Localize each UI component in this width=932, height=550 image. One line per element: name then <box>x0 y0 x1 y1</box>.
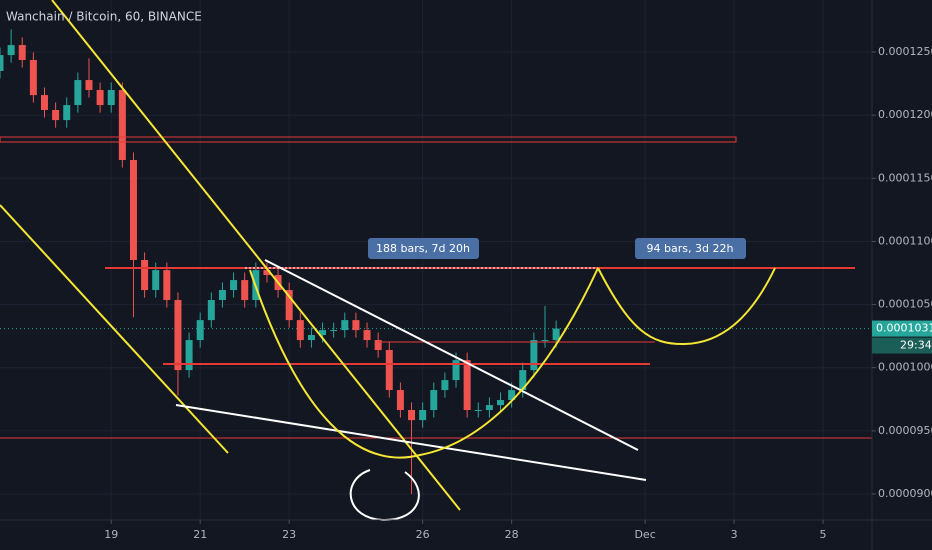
candle-body <box>541 340 549 342</box>
candle-body <box>74 80 82 106</box>
candle-body <box>385 350 393 391</box>
candle-body <box>29 59 37 96</box>
candle-body <box>485 405 493 411</box>
candle-body <box>118 90 126 160</box>
y-tick-label: 0.0001150 <box>878 171 932 184</box>
y-tick-label: 0.0001050 <box>878 298 932 311</box>
candle-body <box>363 330 371 341</box>
candle-body <box>40 95 48 110</box>
last-price-label: 0.0001031 <box>876 322 932 335</box>
candle-body <box>96 90 104 106</box>
candle-body <box>263 270 271 276</box>
countdown-box <box>872 337 932 354</box>
x-tick-label: 26 <box>416 528 430 541</box>
note-box <box>368 238 479 259</box>
y-tick-label: 0.0001100 <box>878 234 932 247</box>
candle-body <box>63 105 71 121</box>
cup-curve <box>249 267 599 459</box>
candle-body <box>352 320 360 331</box>
chart-title: Wanchain / Bitcoin, 60, BINANCE <box>6 10 202 24</box>
candle-body <box>129 159 137 260</box>
candle-body <box>497 400 505 406</box>
candle-body <box>163 270 171 301</box>
y-tick-label: 0.0001000 <box>878 361 932 374</box>
candle-body <box>174 300 182 371</box>
y-tick-label: 0.0001200 <box>878 108 932 121</box>
candle-body <box>207 300 215 321</box>
candle-body <box>319 330 327 336</box>
candle-body <box>552 328 560 341</box>
candle-body <box>7 45 15 56</box>
countdown-label: 29:34 <box>900 339 932 352</box>
note: 94 bars, 3d 22h <box>647 242 734 255</box>
candle-body <box>107 90 115 106</box>
y-tick-label: 0.0000950 <box>878 424 932 437</box>
candle-body <box>441 380 449 391</box>
x-tick-label: 21 <box>193 528 207 541</box>
candle-body <box>474 410 482 412</box>
x-tick-label: 5 <box>820 528 827 541</box>
candle-body <box>430 390 438 411</box>
x-tick-label: Dec <box>634 528 655 541</box>
resistance-box <box>0 136 737 143</box>
candle-body <box>0 55 4 71</box>
axes: 0.0000900 0.0000950 0.0001000 0.0001050 0.00… <box>104 45 932 541</box>
candle-body <box>452 360 460 381</box>
candle-body <box>196 320 204 341</box>
candle-body <box>218 290 226 301</box>
candle-body <box>307 335 315 341</box>
candle-body <box>408 410 416 421</box>
note: 188 bars, 7d 20h <box>376 242 470 255</box>
y-tick-label: 0.0001250 <box>878 45 932 58</box>
wedge-line <box>264 259 639 451</box>
candle-body <box>530 340 538 371</box>
x-tick-label: 28 <box>505 528 519 541</box>
candle-body <box>18 45 26 60</box>
x-tick-label: 23 <box>282 528 296 541</box>
last-price-box <box>872 320 932 337</box>
x-tick-label: 19 <box>104 528 118 541</box>
candle-body <box>519 370 527 391</box>
candle-body <box>52 109 60 121</box>
trend-line <box>0 204 229 454</box>
candle-body <box>463 360 471 411</box>
candle-body <box>230 280 238 291</box>
candle-body <box>330 330 338 332</box>
candle-body <box>296 320 304 341</box>
candle-body <box>396 390 404 411</box>
candle-body <box>508 390 516 401</box>
drawings <box>0 0 872 522</box>
candle-body <box>85 80 93 91</box>
x-tick-label: 3 <box>731 528 738 541</box>
candle-body <box>341 320 349 331</box>
wedge-line <box>175 404 647 481</box>
candles <box>0 29 560 494</box>
note-box <box>635 238 746 259</box>
projection-curve <box>597 267 776 346</box>
candle-body <box>141 260 149 291</box>
trend-line <box>51 0 461 511</box>
candle-body <box>241 280 249 301</box>
y-tick-label: 0.0000900 <box>878 487 932 500</box>
candle-body <box>152 270 160 291</box>
candle-body <box>185 340 193 371</box>
candle-body <box>419 410 427 421</box>
candle-body <box>374 340 382 351</box>
candle-body <box>285 290 293 321</box>
